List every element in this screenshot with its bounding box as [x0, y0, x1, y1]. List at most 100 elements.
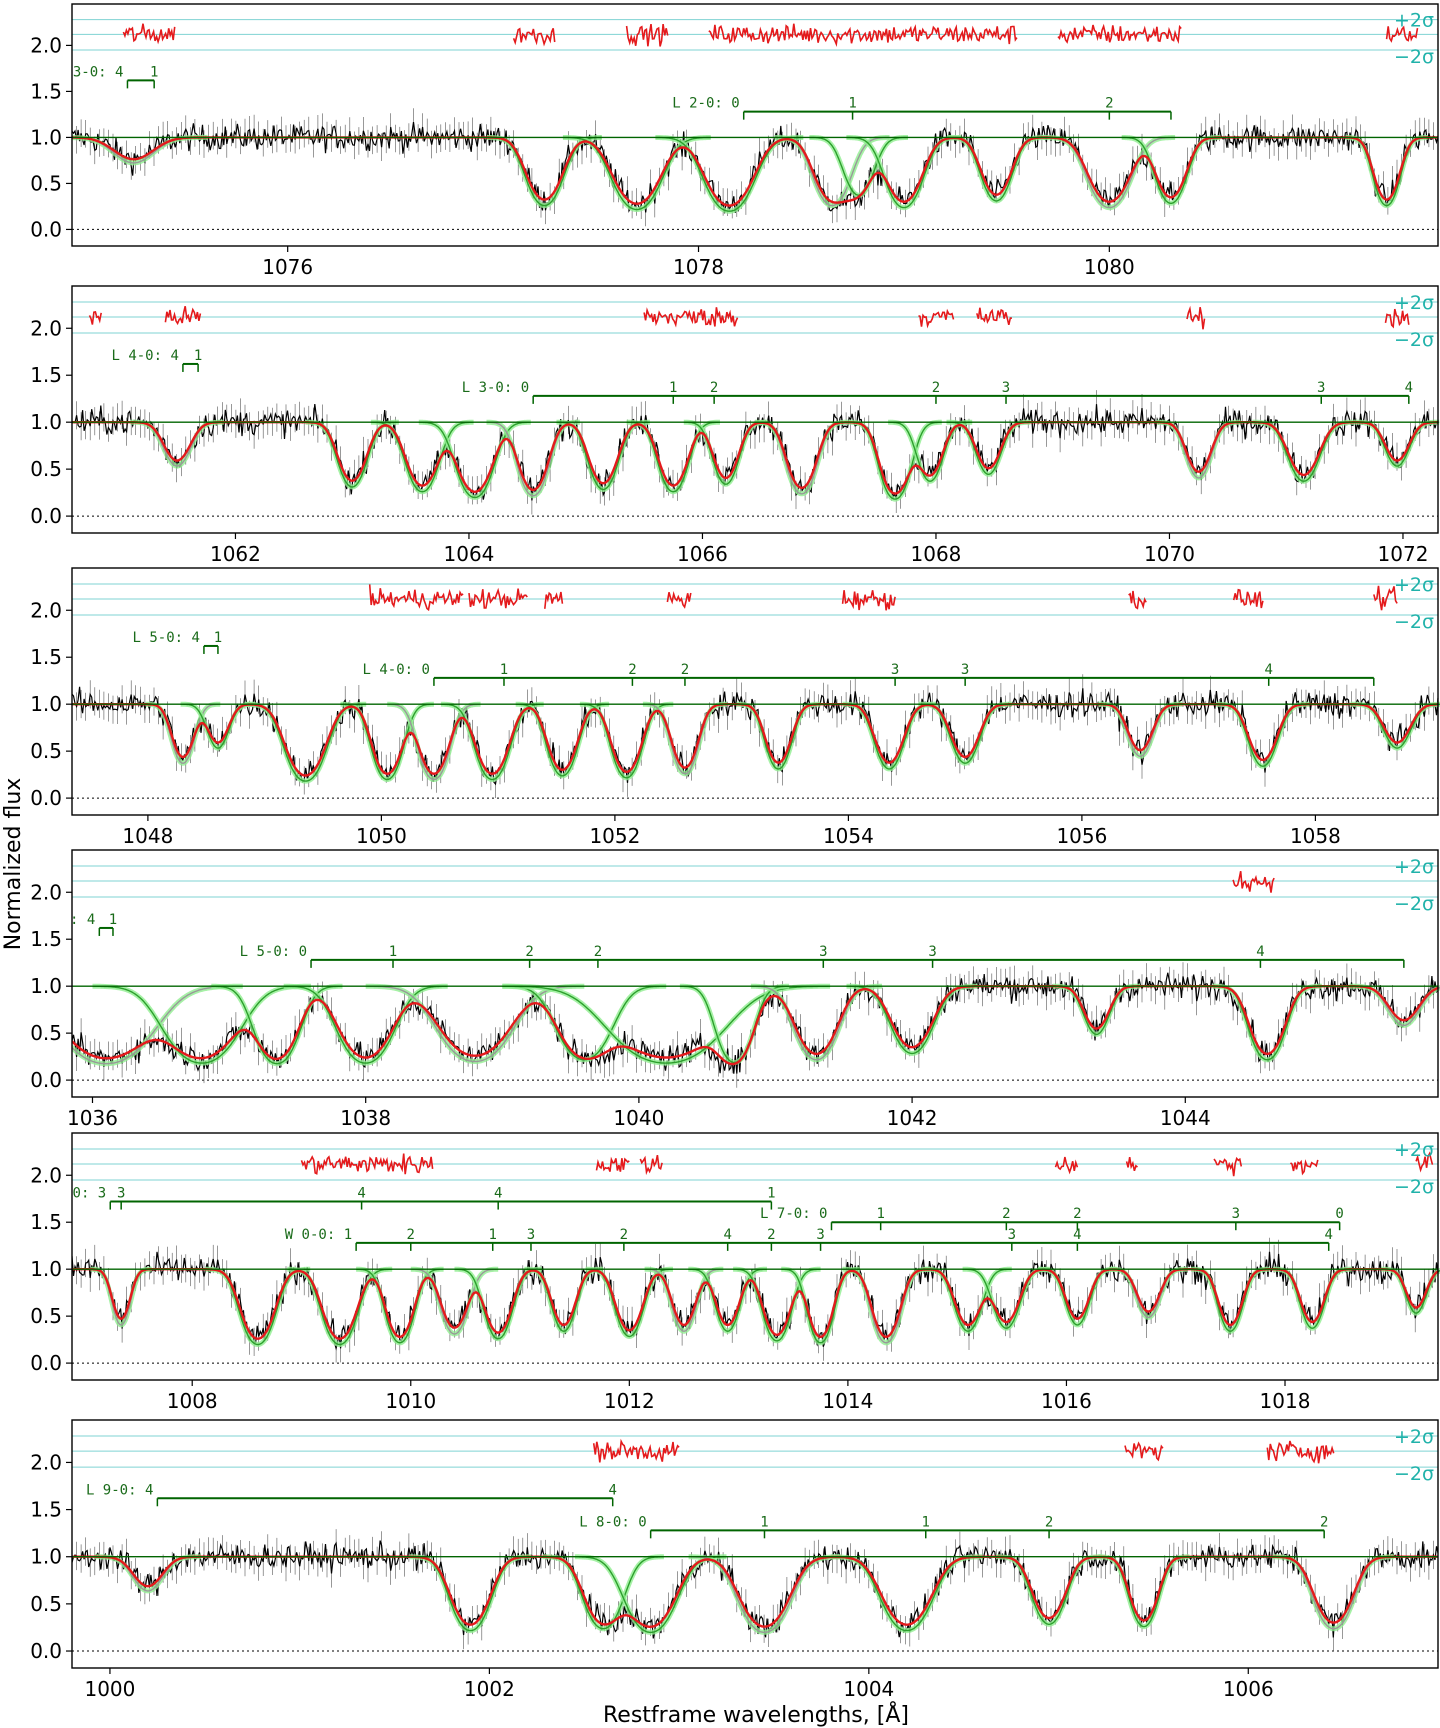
- line-system-label: L 4-0: 4: [111, 348, 178, 364]
- residual-segment-2: [1124, 1441, 1164, 1462]
- component-model-4: [283, 985, 448, 1064]
- component-model-14: [1252, 421, 1356, 482]
- minus-2sigma-label: −2σ: [1394, 1463, 1434, 1485]
- plus-2sigma-label: +2σ: [1394, 10, 1434, 32]
- component-band-9: [1272, 1554, 1395, 1632]
- level-label: 3: [1232, 1206, 1240, 1222]
- y-tick-label: 0.5: [30, 1592, 62, 1616]
- y-tick-label: 1.0: [30, 692, 62, 716]
- x-tick-label: 1068: [911, 542, 962, 566]
- x-tick-label: 1058: [1290, 824, 1341, 848]
- component-model-5: [688, 1556, 841, 1634]
- observed-spectrum: [72, 1540, 1439, 1639]
- y-tick-label: 2.0: [30, 316, 62, 340]
- component-model-7: [995, 1556, 1103, 1625]
- level-label: 4: [1264, 662, 1272, 678]
- residual-segment-2: [164, 306, 202, 326]
- panel-frame: [71, 3, 1439, 247]
- plus-2sigma-label: +2σ: [1394, 292, 1434, 314]
- x-tick-label: 1002: [464, 1677, 515, 1701]
- y-tick-label: 0.0: [30, 1639, 62, 1663]
- level-label: 4: [608, 1482, 616, 1498]
- y-tick-label: 1.0: [30, 1257, 62, 1281]
- component-model-5: [387, 703, 481, 781]
- level-label: 1: [922, 1514, 930, 1530]
- panel-4: L 6-0: 4 L 5-0: 0 1 1 2 2 3 3 4 +2σ −2σ 0.0 0.5 1.0 1.…: [30, 849, 1440, 1130]
- y-tick-label: 1.5: [30, 927, 62, 951]
- level-label: 2: [710, 380, 718, 396]
- component-band-6: [809, 135, 908, 198]
- component-model-6: [556, 421, 650, 491]
- level-label: 1: [389, 944, 397, 960]
- y-tick-label: 0.0: [30, 786, 62, 810]
- line-system-label: L 4-0: 0: [362, 662, 429, 678]
- level-label: 2: [407, 1227, 415, 1243]
- component-model-11: [842, 703, 936, 770]
- observed-spectrum: [72, 122, 1439, 214]
- x-tick-label: 1042: [887, 1106, 938, 1130]
- plot-area: L 6-0: 4 L 5-0: 0 1 1 2 2 3 3 4: [72, 865, 1440, 1088]
- level-label: 2: [1073, 1206, 1081, 1222]
- level-label: 2: [932, 380, 940, 396]
- x-tick-label: 1006: [1223, 1677, 1274, 1701]
- minus-2sigma-label: −2σ: [1394, 46, 1434, 68]
- panel-5: L 8-0: 3 L 7-0: 0 W 0-0: 1 3 4 4 1 1 2 2 3 0 2 1 3 2 4 2 3…: [30, 1132, 1440, 1413]
- component-model-3: [211, 985, 343, 1065]
- x-tick-label: 1056: [1056, 824, 1107, 848]
- level-label: 2: [594, 944, 602, 960]
- y-tick-label: 2.0: [30, 598, 62, 622]
- level-label: 1: [669, 380, 677, 396]
- minus-2sigma-label: −2σ: [1394, 893, 1434, 915]
- minus-2sigma-label: −2σ: [1394, 1176, 1434, 1198]
- line-system-label: L 5-0: 4: [132, 630, 199, 646]
- level-label: 4: [1325, 1227, 1333, 1243]
- x-tick-label: 1070: [1144, 542, 1195, 566]
- residual-segment-6: [1186, 305, 1206, 330]
- residual-segment-2: [512, 27, 556, 47]
- level-label: 4: [494, 1186, 502, 1202]
- residual-segment-6: [1128, 590, 1147, 610]
- plus-2sigma-label: +2σ: [1394, 574, 1434, 596]
- level-label: 1: [876, 1206, 884, 1222]
- line-system-label: L 5-0: 0: [240, 944, 307, 960]
- residual-segment-7: [1232, 588, 1264, 609]
- component-band-4: [283, 983, 448, 1066]
- total-model: [72, 1268, 1439, 1340]
- x-tick-label: 1078: [673, 255, 724, 279]
- residual-segment-1: [122, 23, 176, 45]
- y-tick-label: 0.5: [30, 171, 62, 195]
- y-axis-title: Normalized flux: [1, 778, 26, 951]
- level-label: 1: [760, 1514, 768, 1530]
- panel-2: L 4-0: 4 L 3-0: 0 1 1 2 2 3 3 4 +2σ −2σ 0.0 0.5 1.0 1.…: [30, 285, 1440, 566]
- component-model-17: [1109, 1268, 1188, 1319]
- level-label: 4: [1405, 380, 1413, 396]
- level-label: 3: [819, 944, 827, 960]
- level-label: 2: [628, 662, 636, 678]
- level-label: 2: [1002, 1206, 1010, 1222]
- level-label: 0: [1335, 1206, 1343, 1222]
- plot-area: L 3-0: 4 L 2-0: 0 1 1 2: [72, 19, 1439, 230]
- x-tick-label: 1050: [356, 824, 407, 848]
- plot-area: L 9-0: 4 L 8-0: 0 4 1 1 2 2: [72, 1435, 1439, 1652]
- x-tick-label: 1018: [1260, 1389, 1311, 1413]
- component-band-2: [305, 419, 399, 490]
- error-bars: [72, 390, 1439, 515]
- component-band-7: [995, 1554, 1103, 1627]
- line-system-label: L 8-0: 3: [39, 1186, 106, 1202]
- x-tick-label: 1064: [444, 542, 495, 566]
- x-tick-label: 1052: [589, 824, 640, 848]
- residual-segment-2: [595, 1156, 630, 1172]
- level-label: 1: [848, 96, 856, 112]
- panel-frame: [71, 849, 1439, 1098]
- component-band-8: [1098, 1554, 1190, 1630]
- residual-segment-8: [1415, 1151, 1434, 1173]
- x-tick-label: 1008: [167, 1389, 218, 1413]
- level-label: 1: [214, 630, 222, 646]
- residual-segment-1: [1232, 871, 1275, 893]
- component-band-5: [486, 419, 580, 499]
- x-axis-title: Restframe wavelengths, [Å]: [603, 1701, 909, 1728]
- x-tick-label: 1062: [210, 542, 261, 566]
- y-tick-label: 0.5: [30, 1304, 62, 1328]
- level-label: 3: [928, 944, 936, 960]
